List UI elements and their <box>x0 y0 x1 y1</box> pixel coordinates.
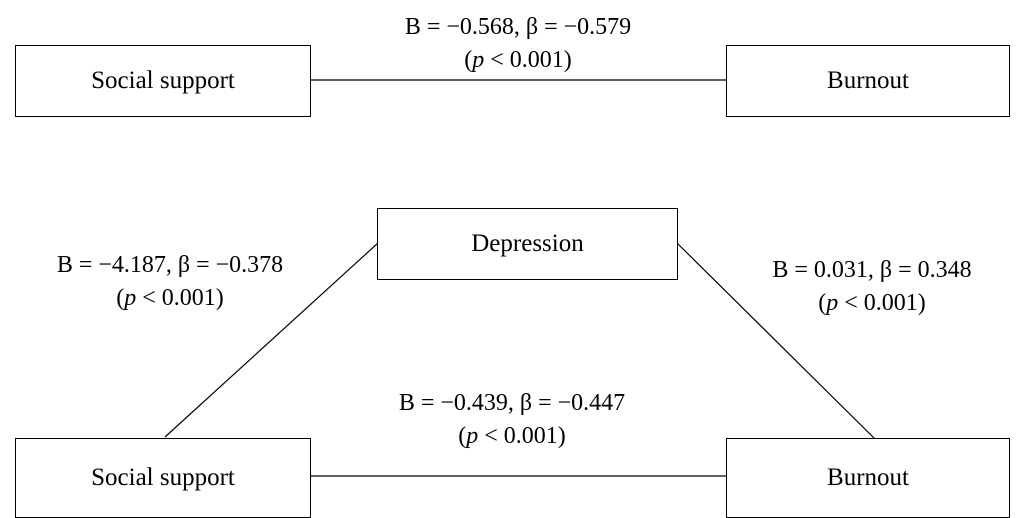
path-a-p-value: (p < 0.001) <box>116 285 224 311</box>
path-c-prime-label: B = −0.439, β = −0.447 (p < 0.001) <box>362 387 662 453</box>
mediator-depression-box: Depression <box>377 208 678 280</box>
total-effect-social-support-label: Social support <box>91 67 235 94</box>
mediation-social-support-label: Social support <box>91 464 235 491</box>
total-effect-path-label: B = −0.568, β = −0.579 (p < 0.001) <box>368 11 668 77</box>
total-effect-p-value: (p < 0.001) <box>464 47 572 73</box>
total-effect-social-support-box: Social support <box>15 45 311 117</box>
total-effect-coef: B = −0.568, β = −0.579 <box>404 14 632 40</box>
mediator-depression-label: Depression <box>471 230 584 257</box>
path-a-coef: B = −4.187, β = −0.378 <box>56 252 284 278</box>
mediation-burnout-label: Burnout <box>827 464 909 491</box>
mediation-social-support-box: Social support <box>15 438 311 518</box>
path-a-label: B = −4.187, β = −0.378 (p < 0.001) <box>20 249 320 315</box>
connector-lines <box>164 79 876 477</box>
path-a-line <box>164 242 379 438</box>
total-effect-burnout-label: Burnout <box>827 67 909 94</box>
path-c-prime-p-value: (p < 0.001) <box>458 423 566 449</box>
total-effect-burnout-box: Burnout <box>726 45 1010 117</box>
path-b-p-value: (p < 0.001) <box>818 290 926 316</box>
mediation-diagram: Social support Burnout B = −0.568, β = −… <box>15 11 1022 518</box>
path-b-coef: B = 0.031, β = 0.348 <box>772 257 972 283</box>
path-c-prime-coef: B = −0.439, β = −0.447 <box>398 390 626 416</box>
mediation-burnout-box: Burnout <box>726 438 1010 518</box>
path-b-label: B = 0.031, β = 0.348 (p < 0.001) <box>722 254 1022 320</box>
path-b-line <box>676 242 876 440</box>
